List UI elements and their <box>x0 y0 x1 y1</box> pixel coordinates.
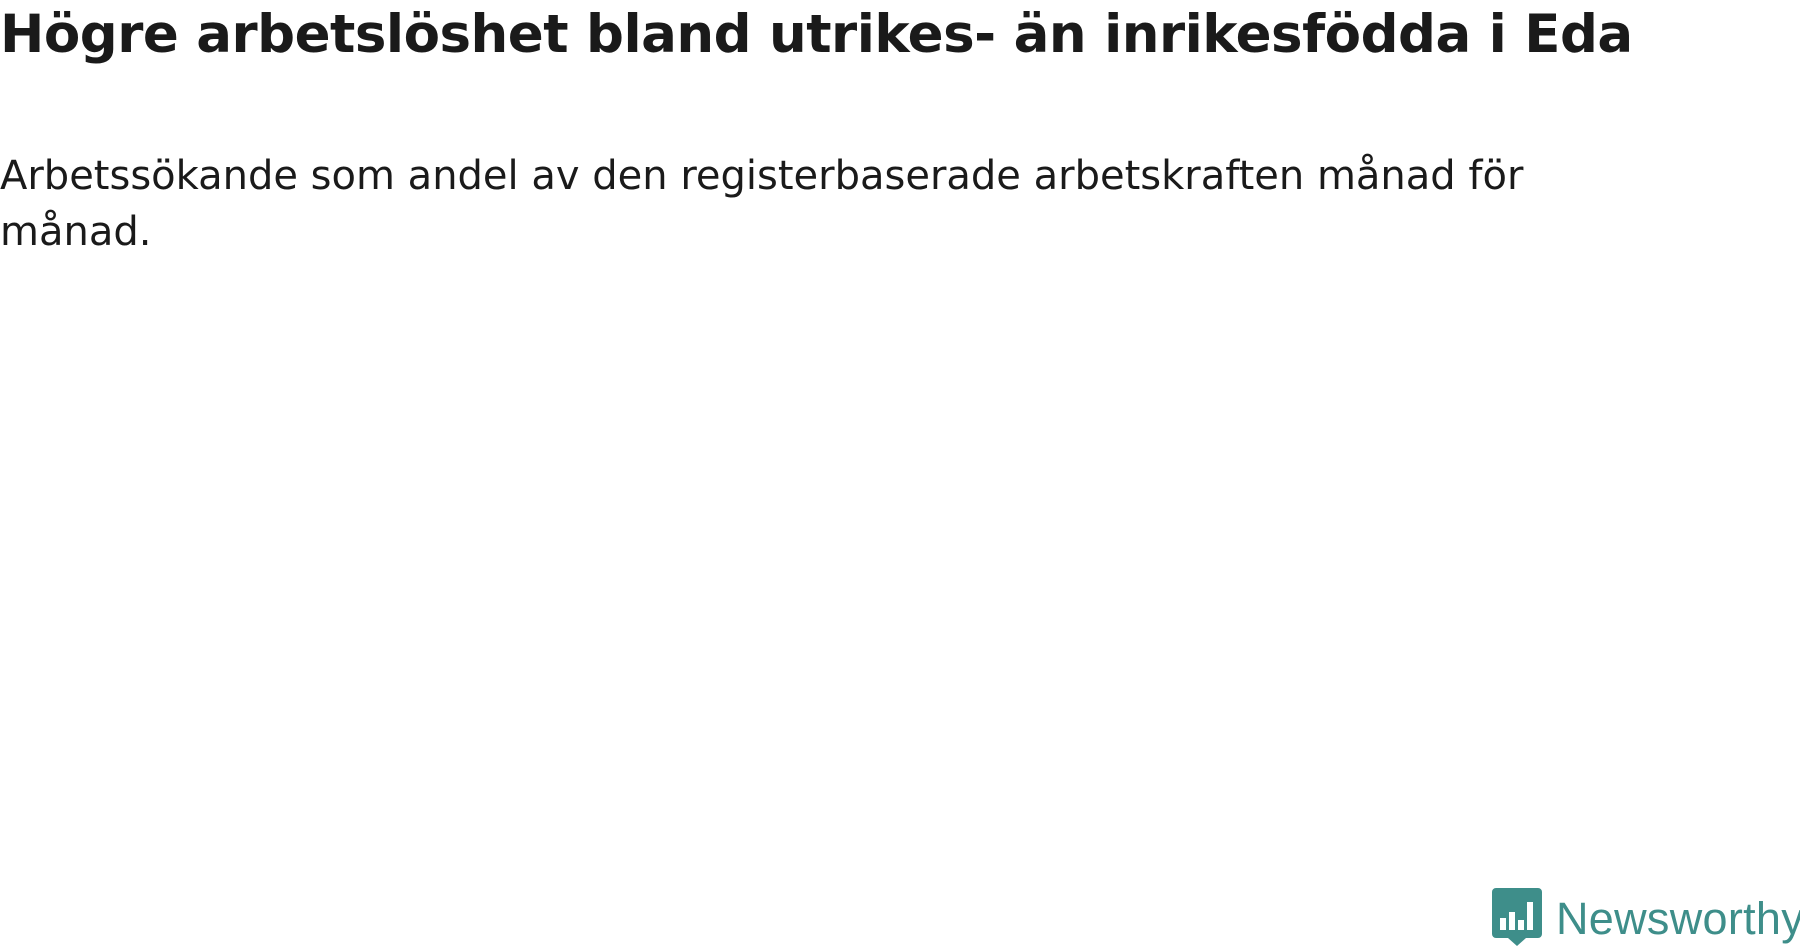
brand-logo[interactable]: Newsworthy <box>1492 888 1800 950</box>
chart-subtitle: Arbetssökande som andel av den registerb… <box>0 153 1524 255</box>
page-title: Högre arbetslöshet bland utrikes- än inr… <box>0 4 1633 65</box>
newsworthy-logo-icon <box>1492 888 1542 950</box>
brand-name: Newsworthy <box>1556 893 1800 944</box>
